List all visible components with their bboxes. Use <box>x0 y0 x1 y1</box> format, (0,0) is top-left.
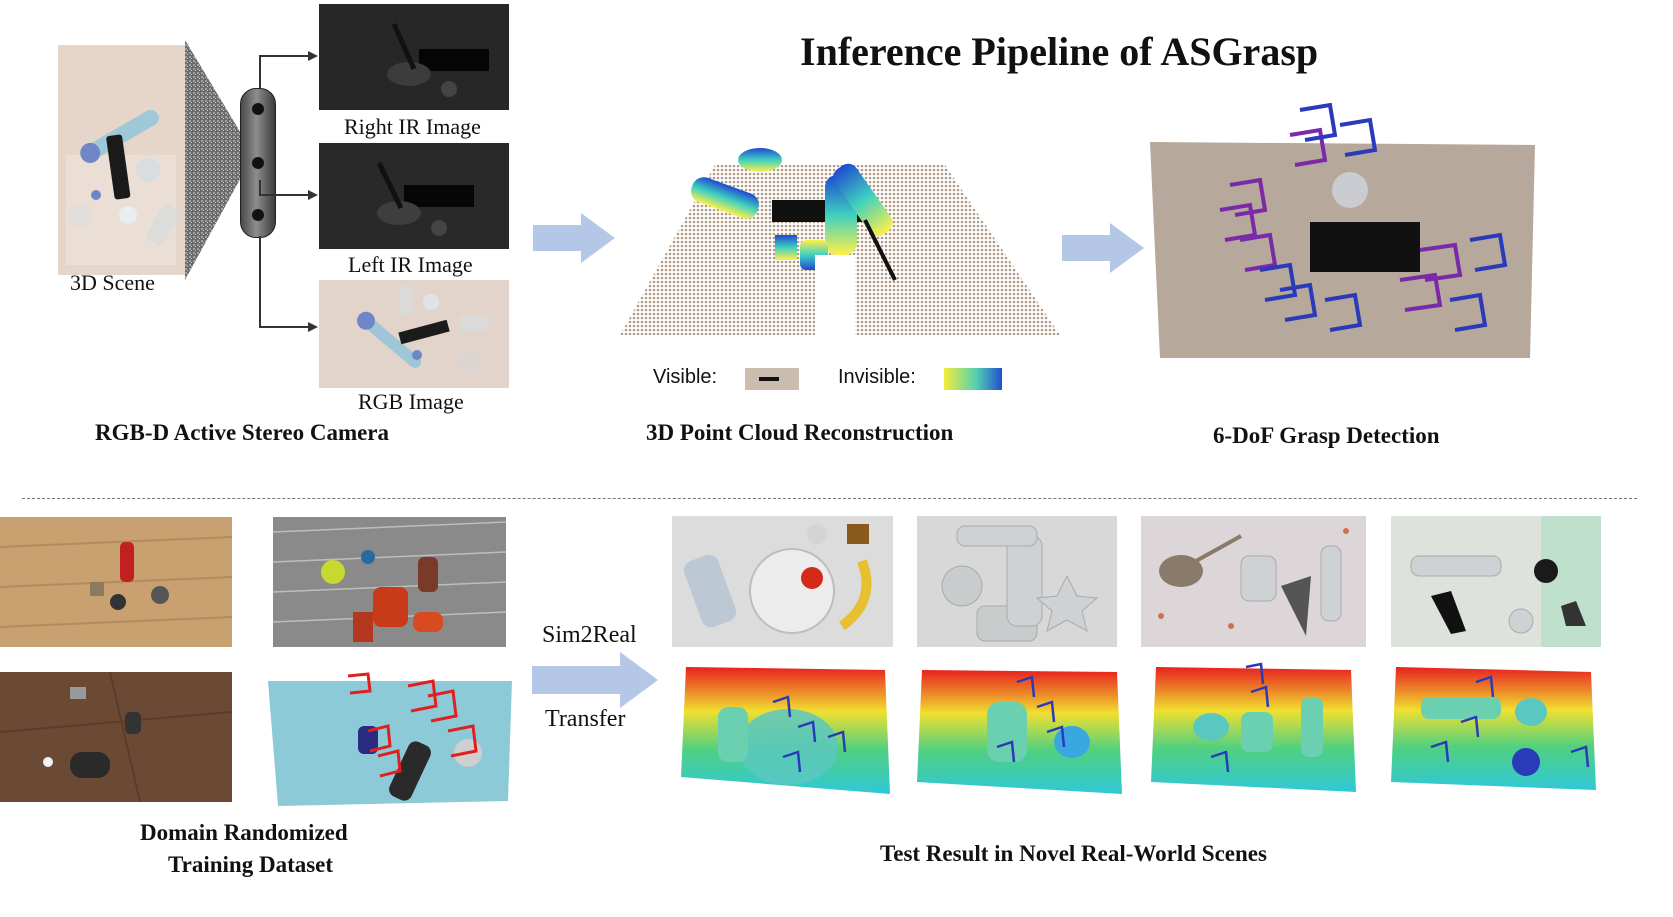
legend-visible-label: Visible: <box>653 366 718 388</box>
pipeline-arrow-1 <box>533 213 615 263</box>
right-ir-label: Right IR Image <box>344 114 481 139</box>
camera-lens-icon <box>252 103 264 115</box>
reconstruction-section-label: 3D Point Cloud Reconstruction <box>646 420 954 445</box>
scene-photo <box>58 45 186 275</box>
test-photo-2 <box>917 516 1117 647</box>
test-photo-4 <box>1391 516 1601 647</box>
grasp-section-label: 6-DoF Grasp Detection <box>1213 423 1440 448</box>
training-photo-wood-floor <box>0 517 232 647</box>
camera-section-label: RGB-D Active Stereo Camera <box>95 420 390 445</box>
camera-projection-cone <box>185 40 245 280</box>
pipeline-arrow-2 <box>1062 223 1144 273</box>
training-label-line1: Domain Randomized <box>140 820 348 845</box>
training-photo-tile-floor <box>0 672 232 802</box>
training-photo-rendered-scene <box>273 517 506 647</box>
training-label-line2: Training Dataset <box>168 852 334 877</box>
pipeline-title: Inference Pipeline of ASGrasp <box>800 29 1319 74</box>
training-photo-grasp-annotation <box>268 671 512 806</box>
rgb-image-label: RGB Image <box>358 389 464 414</box>
test-depth-map-1 <box>681 667 890 794</box>
test-photo-1 <box>672 516 893 647</box>
sim2real-arrow <box>532 652 658 708</box>
transfer-label-line1: Sim2Real <box>542 622 637 648</box>
test-depth-map-4 <box>1391 667 1596 790</box>
transfer-label-line2: Transfer <box>545 706 626 732</box>
test-depth-map-2 <box>917 670 1122 794</box>
scene-label: 3D Scene <box>70 270 155 295</box>
legend-invisible-swatch <box>944 368 1002 390</box>
legend-visible-object-icon <box>759 377 779 381</box>
left-ir-label: Left IR Image <box>348 252 473 277</box>
grasp-detection-view <box>1150 102 1535 358</box>
stereo-camera-device <box>240 88 276 238</box>
test-section-label: Test Result in Novel Real-World Scenes <box>880 841 1267 866</box>
legend-visible-swatch <box>745 368 799 390</box>
legend-invisible-label: Invisible: <box>838 366 916 388</box>
section-divider <box>22 498 1637 499</box>
point-cloud-reconstruction <box>620 148 1060 345</box>
test-photo-3 <box>1141 516 1366 647</box>
test-depth-map-3 <box>1151 662 1356 792</box>
left-ir-image <box>319 143 509 249</box>
camera-lens-icon <box>252 157 264 169</box>
camera-output-arrows <box>259 51 318 332</box>
right-ir-image <box>319 4 509 110</box>
rgb-image <box>319 280 509 388</box>
camera-lens-icon <box>252 209 264 221</box>
